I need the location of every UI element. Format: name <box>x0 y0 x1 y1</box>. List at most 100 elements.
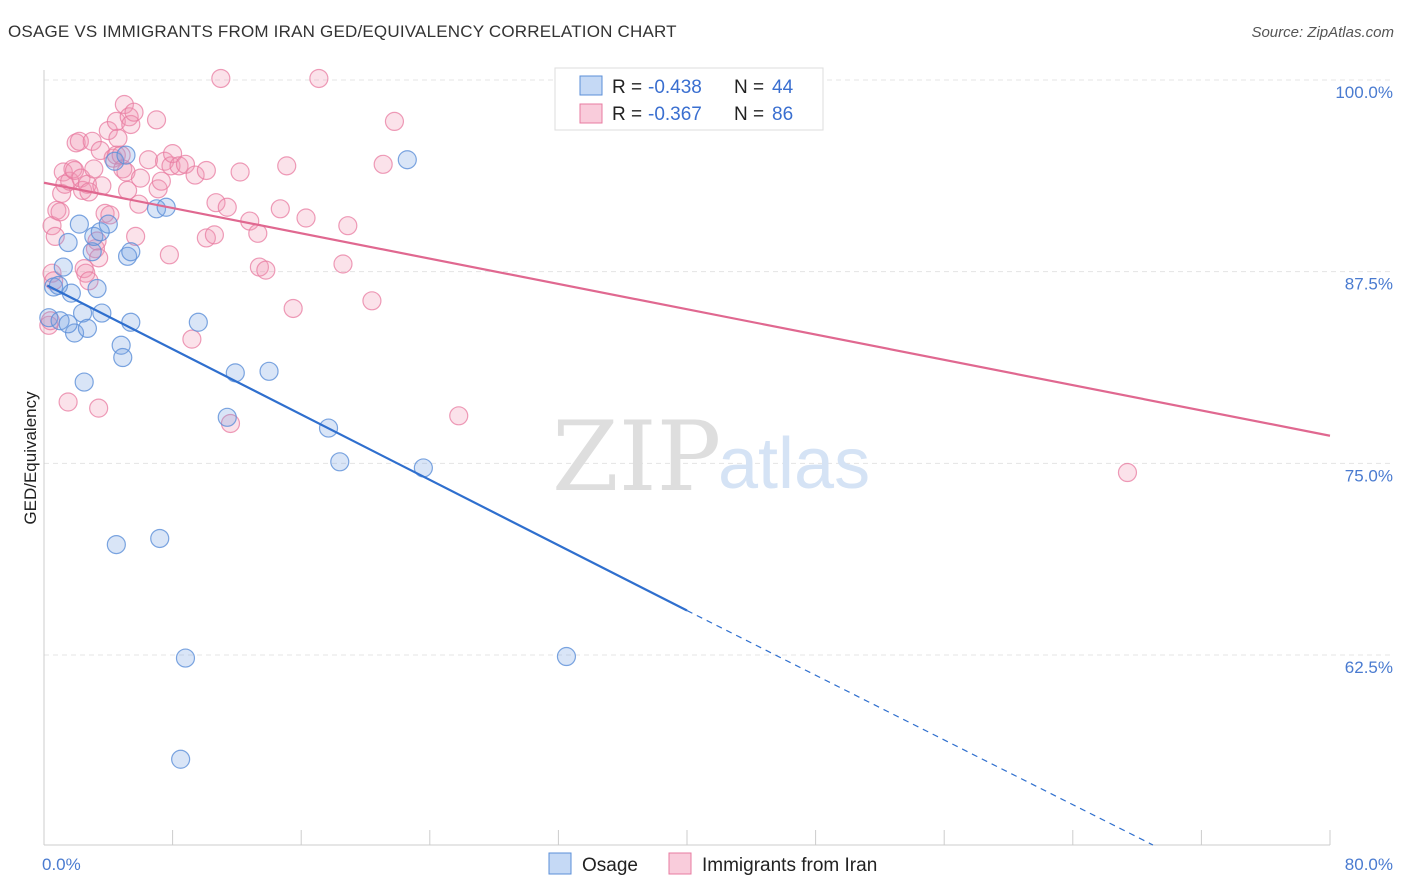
watermark: ZIP atlas <box>552 401 870 513</box>
iran-point <box>89 398 109 418</box>
iran-point <box>146 110 167 130</box>
osage-point <box>98 214 118 234</box>
iran-point <box>206 193 226 213</box>
iran-point <box>58 392 78 412</box>
osage-trend-line <box>46 284 688 612</box>
y-tick-label: 100.0% <box>1335 83 1393 102</box>
y-tick-label: 87.5% <box>1345 275 1393 294</box>
watermark-zip: ZIP <box>552 401 721 513</box>
iran-point <box>42 263 62 283</box>
osage-point <box>58 232 78 253</box>
iran-point <box>175 154 196 174</box>
series-legend-osage: Osage <box>582 855 638 876</box>
y-tick-labels: 62.5% 75.0% 87.5% 100.0% <box>1335 83 1393 677</box>
osage-point <box>111 335 131 355</box>
osage-point <box>150 528 170 549</box>
iran-point <box>196 160 216 181</box>
osage-point <box>105 151 125 171</box>
osage-point <box>90 222 110 242</box>
iran-point <box>270 199 290 219</box>
osage-point <box>39 308 59 328</box>
iran-point <box>148 179 168 199</box>
watermark-atlas: atlas <box>718 424 870 504</box>
iran-point <box>159 245 179 265</box>
iran-point <box>121 114 141 135</box>
legend-r-label-iran: R = <box>612 104 642 125</box>
iran-point <box>309 68 329 89</box>
osage-point <box>82 242 102 262</box>
iran-point <box>84 159 104 179</box>
osage-point <box>87 278 107 299</box>
osage-point <box>259 361 279 381</box>
iran-point <box>185 165 205 185</box>
x-tick-label-min: 0.0% <box>42 855 81 874</box>
osage-point <box>171 749 191 769</box>
trend-lines <box>43 181 1331 846</box>
iran-point <box>163 144 183 164</box>
osage-point <box>61 283 81 303</box>
iran-point <box>211 68 231 89</box>
iran-point <box>283 298 303 319</box>
iran-point <box>449 406 469 426</box>
osage-point <box>217 407 237 427</box>
iran-point <box>114 94 134 115</box>
iran-point <box>338 216 358 236</box>
iran-point <box>79 271 99 291</box>
osage-point <box>556 646 577 667</box>
y-axis-label: GED/Equivalency <box>21 391 40 525</box>
iran-point <box>217 197 237 217</box>
osage-point <box>116 145 136 165</box>
osage-point <box>77 318 98 338</box>
iran-point <box>151 171 171 191</box>
osage-point <box>53 257 73 277</box>
axes <box>43 70 1331 846</box>
osage-point <box>175 648 196 668</box>
legend-swatch-iran <box>579 103 603 124</box>
stats-legend: R = -0.438 N = 44 R = -0.367 N = 86 <box>554 67 824 131</box>
iran-point <box>126 226 146 246</box>
osage-point <box>58 314 78 334</box>
osage-point <box>113 347 133 368</box>
legend-n-label-iran: N = <box>734 104 764 125</box>
legend-r-osage: -0.438 <box>648 77 702 98</box>
osage-points <box>39 145 577 769</box>
iran-point <box>106 111 126 132</box>
iran-point <box>138 150 159 170</box>
iran-point <box>362 291 382 311</box>
iran-point <box>256 260 276 280</box>
legend-n-label-osage: N = <box>734 77 764 98</box>
legend-n-osage: 44 <box>772 77 794 98</box>
y-tick-label: 75.0% <box>1345 466 1393 485</box>
osage-point <box>397 150 417 170</box>
legend-r-iran: -0.367 <box>648 104 702 125</box>
chart-title: OSAGE VS IMMIGRANTS FROM IRAN GED/EQUIVA… <box>8 22 677 41</box>
iran-point <box>277 156 297 176</box>
x-tick-label-max: 80.0% <box>1345 855 1393 874</box>
iran-point <box>204 225 224 245</box>
iran-point <box>161 156 181 176</box>
osage-point <box>188 312 208 332</box>
iran-point <box>64 160 85 181</box>
iran-point <box>76 263 96 283</box>
series-legend-iran: Immigrants from Iran <box>702 855 877 876</box>
legend-n-iran: 86 <box>772 104 793 125</box>
source-credit: Source: ZipAtlas.com <box>1251 24 1394 41</box>
iran-point <box>66 133 86 153</box>
iran-point <box>169 156 189 176</box>
iran-point <box>129 194 149 214</box>
legend-r-label-osage: R = <box>612 77 642 98</box>
series-legend: Osage Immigrants from Iran <box>548 852 877 876</box>
series-legend-swatch-iran <box>668 852 692 875</box>
iran-point <box>333 254 353 274</box>
iran-trend-line <box>43 181 1331 437</box>
x-tick-marks <box>43 830 1331 845</box>
iran-points <box>39 68 1138 483</box>
iran-point <box>384 111 405 132</box>
iran-point <box>50 202 70 222</box>
iran-point <box>124 102 144 122</box>
iran-point <box>182 329 202 349</box>
osage-point <box>106 534 126 555</box>
iran-point <box>130 168 151 188</box>
osage-point <box>225 363 245 383</box>
